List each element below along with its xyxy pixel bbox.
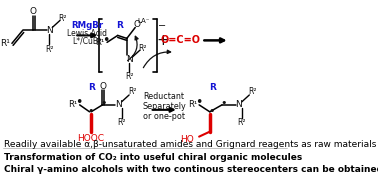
Text: R²: R² — [117, 118, 126, 127]
Text: •: • — [208, 106, 215, 116]
Text: R¹: R¹ — [96, 38, 105, 47]
Text: •: • — [101, 98, 107, 108]
Text: •: • — [75, 96, 82, 109]
Text: R²: R² — [45, 45, 53, 54]
Text: Lewis Acid: Lewis Acid — [67, 29, 107, 38]
Text: O: O — [100, 82, 107, 91]
Text: HOOC: HOOC — [77, 134, 105, 143]
FancyArrowPatch shape — [143, 50, 170, 68]
Text: R¹: R¹ — [0, 39, 11, 48]
Text: O: O — [30, 7, 37, 16]
Text: •: • — [102, 34, 110, 47]
Text: R²: R² — [237, 118, 246, 127]
Text: +: + — [156, 33, 169, 48]
Text: N: N — [126, 55, 132, 64]
Text: Chiral γ-amino alcohols with two continous stereocenters can be obtained: Chiral γ-amino alcohols with two contino… — [3, 165, 378, 174]
Text: Reductant: Reductant — [144, 92, 184, 101]
Text: R¹: R¹ — [188, 100, 198, 109]
Text: Separately: Separately — [142, 102, 186, 111]
Text: L*/CuBr: L*/CuBr — [73, 37, 102, 46]
Text: N: N — [235, 100, 242, 109]
Text: R²: R² — [125, 72, 133, 81]
Text: R: R — [209, 83, 216, 91]
Text: R: R — [116, 21, 122, 30]
Text: R²: R² — [139, 44, 147, 53]
Text: Readily available α,β-unsaturated amides and Grignard reagents as raw materials: Readily available α,β-unsaturated amides… — [3, 140, 376, 149]
Text: •: • — [88, 106, 94, 116]
FancyArrowPatch shape — [128, 36, 138, 61]
Text: R¹: R¹ — [68, 100, 77, 109]
Text: N: N — [46, 26, 53, 35]
Text: −: − — [158, 20, 166, 31]
Text: RMgBr: RMgBr — [71, 21, 103, 30]
Text: N: N — [115, 100, 122, 109]
Text: R²: R² — [128, 87, 136, 96]
Text: LA⁻: LA⁻ — [137, 18, 150, 23]
Text: HO: HO — [180, 135, 194, 144]
Text: •: • — [220, 98, 227, 108]
Text: O: O — [134, 20, 141, 29]
Text: R²: R² — [58, 14, 67, 23]
Text: Transformation of CO₂ into useful chiral organic molecules: Transformation of CO₂ into useful chiral… — [3, 153, 302, 162]
Text: or one-pot: or one-pot — [143, 112, 185, 121]
Text: R²: R² — [248, 87, 257, 96]
Text: O=C=O: O=C=O — [161, 35, 201, 45]
Text: •: • — [195, 96, 203, 109]
Text: R: R — [88, 83, 94, 91]
